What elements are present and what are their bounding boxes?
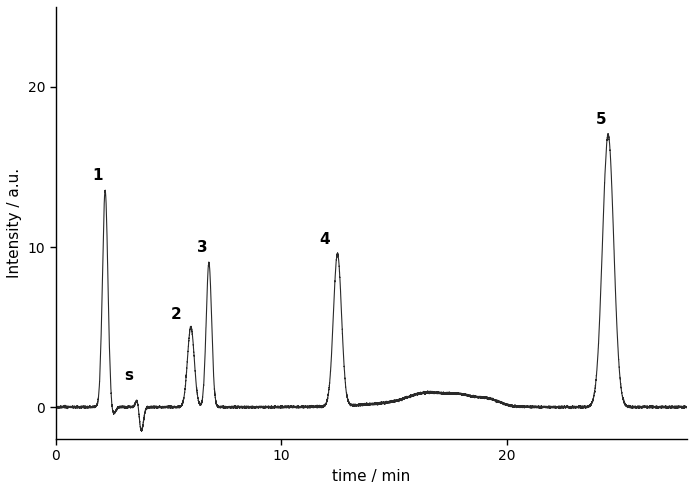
Y-axis label: Intensity / a.u.: Intensity / a.u. xyxy=(7,168,22,278)
Text: 1: 1 xyxy=(92,168,103,183)
Text: s: s xyxy=(124,368,133,383)
Text: 2: 2 xyxy=(171,307,182,322)
Text: 5: 5 xyxy=(596,112,607,127)
Text: 3: 3 xyxy=(197,240,208,255)
X-axis label: time / min: time / min xyxy=(332,469,410,484)
Text: 4: 4 xyxy=(320,232,330,247)
